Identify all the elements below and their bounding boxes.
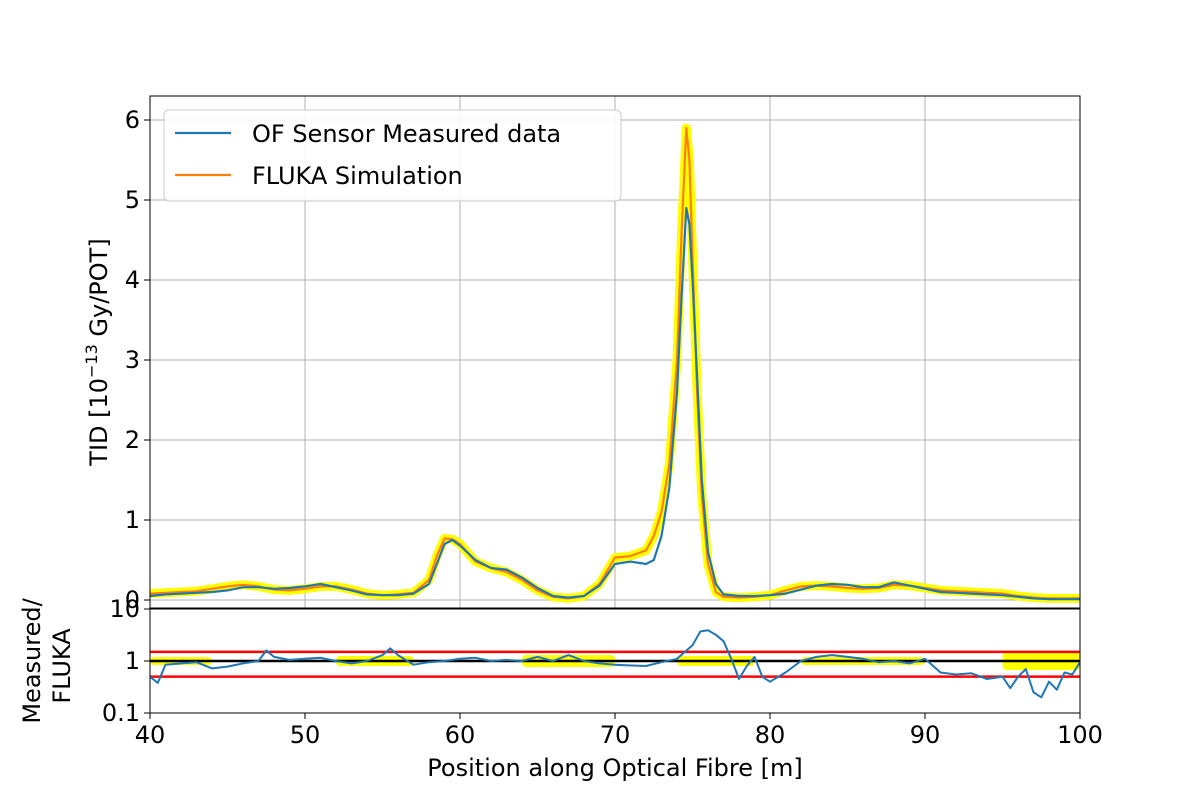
ratio-y-axis-label-line1: Measured/ bbox=[18, 597, 46, 723]
ratio-y-ticks: 10 1 0.1 bbox=[102, 595, 150, 727]
ratio-y-tick-label-0.1: 0.1 bbox=[102, 699, 140, 727]
x-tick-label-70: 70 bbox=[600, 721, 631, 749]
y-tick-label-0: 0 bbox=[125, 586, 140, 614]
x-tick-label-100: 100 bbox=[1057, 721, 1103, 749]
main-y-ticks: 0 1 2 3 4 5 6 bbox=[125, 106, 150, 614]
x-tick-label-60: 60 bbox=[445, 721, 476, 749]
ratio-y-tick-label-1: 1 bbox=[125, 647, 140, 675]
y-tick-label-5: 5 bbox=[125, 186, 140, 214]
ratio-line bbox=[150, 629, 1080, 699]
main-plot-panel: 0 1 2 3 4 5 6 OF Sensor Measured data FLUKA Si… bbox=[82, 95, 1081, 614]
measured-data-line bbox=[150, 206, 1080, 601]
legend-simulation-label: FLUKA Simulation bbox=[252, 162, 463, 190]
y-tick-label-1: 1 bbox=[125, 506, 140, 534]
x-axis-label: Position along Optical Fibre [m] bbox=[427, 754, 802, 782]
x-tick-label-90: 90 bbox=[910, 721, 941, 749]
x-tick-label-50: 50 bbox=[290, 721, 321, 749]
ratio-y-tick-label-10: 10 bbox=[109, 595, 140, 623]
x-ticks: 40 50 60 70 80 90 100 bbox=[135, 713, 1103, 749]
legend: OF Sensor Measured data FLUKA Simulation bbox=[163, 109, 622, 202]
legend-measured-label: OF Sensor Measured data bbox=[252, 120, 561, 148]
y-tick-label-3: 3 bbox=[125, 346, 140, 374]
legend-box bbox=[163, 109, 622, 202]
y-tick-label-2: 2 bbox=[125, 426, 140, 454]
main-y-axis-label: TID [10−13 Gy/POT] bbox=[82, 238, 113, 466]
y-tick-label-4: 4 bbox=[125, 266, 140, 294]
main-plot-frame bbox=[149, 95, 1081, 609]
y-tick-label-6: 6 bbox=[125, 106, 140, 134]
ratio-plot-panel: 10 1 0.1 40 50 60 70 80 90 100 Measured/ FLUKA P… bbox=[18, 595, 1103, 782]
x-tick-label-40: 40 bbox=[135, 721, 166, 749]
ratio-y-axis-label-line2: FLUKA bbox=[48, 628, 76, 704]
x-tick-label-80: 80 bbox=[755, 721, 786, 749]
